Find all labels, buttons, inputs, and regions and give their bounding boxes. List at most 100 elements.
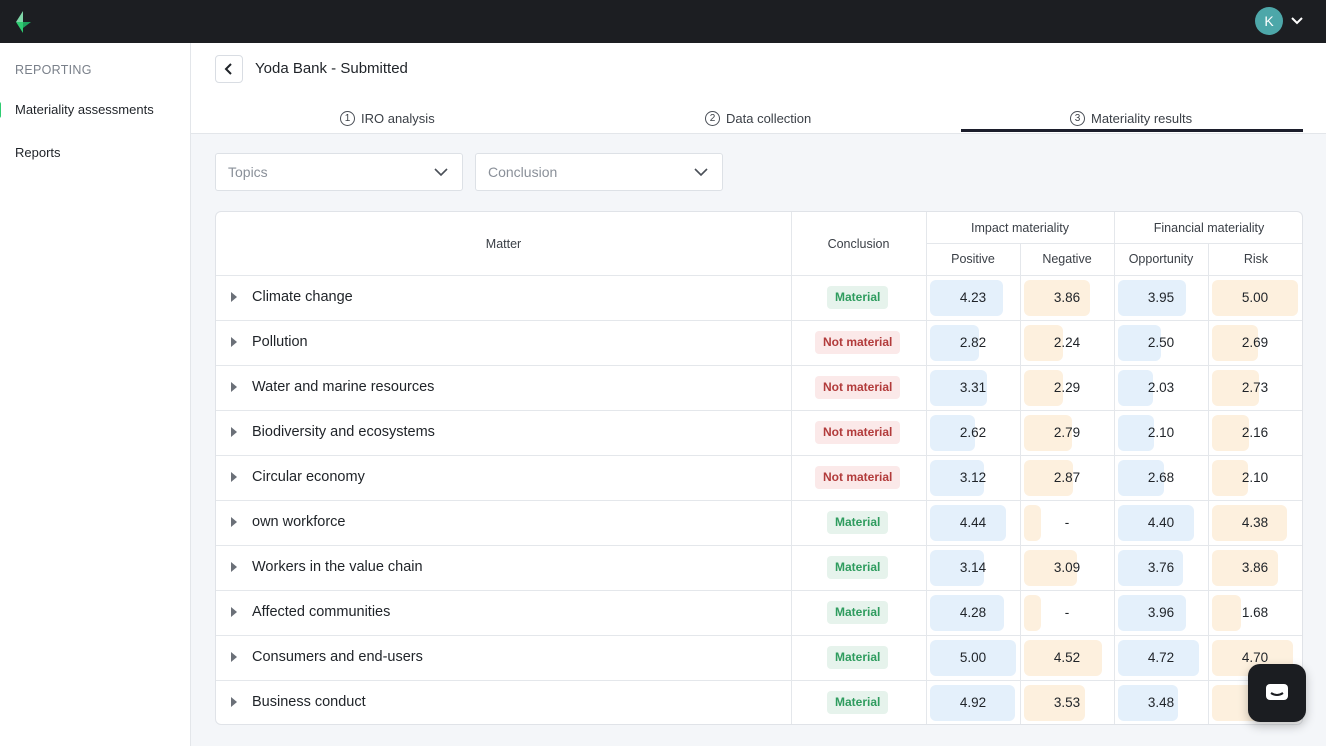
score-cell-negative: 3.09 (1024, 550, 1110, 586)
score-cell-negative: - (1024, 595, 1110, 631)
score-value: 4.72 (1147, 650, 1175, 665)
step-number: 1 (340, 110, 355, 126)
score-value: 2.87 (1053, 470, 1081, 485)
expand-caret-icon[interactable] (231, 427, 237, 437)
step-number: 2 (705, 110, 720, 126)
matter-name: Water and marine resources (252, 379, 435, 395)
score-cell-positive: 2.62 (930, 415, 1016, 451)
score-bar (930, 325, 979, 361)
score-cell-positive: 4.44 (930, 505, 1016, 541)
column-divider (1114, 212, 1115, 724)
matter-name: Climate change (252, 289, 353, 305)
column-group-impact: Impact materiality (971, 220, 1069, 235)
tab-label: Materiality results (1091, 110, 1193, 126)
expand-caret-icon[interactable] (231, 517, 237, 527)
table-row[interactable]: Consumers and end-users Material 5.00 4.52 4… (216, 635, 1302, 680)
matter-name: own workforce (252, 514, 346, 530)
topics-filter-select[interactable]: Topics (215, 153, 463, 191)
table-row[interactable]: Pollution Not material 2.82 2.24 2.50 2.69 (216, 320, 1302, 365)
tab-iro-analysis[interactable]: 1 IRO analysis (340, 103, 435, 133)
score-cell-risk: 5.00 (1212, 280, 1298, 316)
topics-filter-placeholder: Topics (228, 164, 268, 180)
score-value: 3.48 (1147, 695, 1175, 710)
score-cell-opportunity: 2.68 (1118, 460, 1204, 496)
score-value: 4.28 (959, 605, 987, 620)
score-value: 2.62 (959, 425, 987, 440)
score-value: 3.09 (1053, 560, 1081, 575)
score-value: 2.03 (1147, 380, 1175, 395)
score-bar (930, 280, 1003, 316)
score-value: 3.31 (959, 380, 987, 395)
conclusion-badge: Material (827, 646, 889, 669)
score-bar (1118, 595, 1186, 631)
score-cell-opportunity: 3.48 (1118, 685, 1204, 721)
conclusion-badge: Not material (815, 466, 901, 489)
score-bar (1118, 505, 1194, 541)
score-value: 3.86 (1241, 560, 1269, 575)
chevron-down-icon (434, 168, 448, 177)
table-row[interactable]: own workforce Material 4.44 - 4.40 4.38 (216, 500, 1302, 545)
expand-caret-icon[interactable] (231, 562, 237, 572)
score-cell-positive: 5.00 (930, 640, 1016, 676)
score-bar (1024, 595, 1041, 631)
top-bar: K (0, 0, 1326, 43)
table-row[interactable]: Biodiversity and ecosystems Not material 2… (216, 410, 1302, 455)
active-tab-indicator (961, 129, 1303, 132)
score-value: 3.95 (1147, 290, 1175, 305)
table-row[interactable]: Affected communities Material 4.28 - 3.96 1.6… (216, 590, 1302, 635)
score-value: 4.92 (959, 695, 987, 710)
page-title: Yoda Bank - Submitted (255, 60, 408, 77)
score-cell-positive: 3.31 (930, 370, 1016, 406)
chevron-down-icon[interactable] (1290, 14, 1304, 28)
score-value: 1.68 (1241, 605, 1269, 620)
score-value: 3.76 (1147, 560, 1175, 575)
expand-caret-icon[interactable] (231, 607, 237, 617)
expand-caret-icon[interactable] (231, 382, 237, 392)
score-cell-risk: 3.86 (1212, 550, 1298, 586)
conclusion-filter-select[interactable]: Conclusion (475, 153, 723, 191)
sidebar-item-reports[interactable]: Reports (15, 145, 61, 160)
score-value: 3.86 (1053, 290, 1081, 305)
expand-caret-icon[interactable] (231, 697, 237, 707)
score-value: 3.14 (959, 560, 987, 575)
score-cell-risk: 2.10 (1212, 460, 1298, 496)
tab-materiality-results[interactable]: 3 Materiality results (1070, 103, 1192, 133)
expand-caret-icon[interactable] (231, 652, 237, 662)
score-cell-negative: 2.79 (1024, 415, 1110, 451)
score-value: 2.69 (1241, 335, 1269, 350)
expand-caret-icon[interactable] (231, 292, 237, 302)
column-header-conclusion: Conclusion (827, 236, 890, 251)
user-avatar[interactable]: K (1255, 7, 1283, 35)
table-row[interactable]: Circular economy Not material 3.12 2.87 2.68… (216, 455, 1302, 500)
column-header-risk: Risk (1243, 252, 1269, 266)
score-bar (1212, 505, 1287, 541)
expand-caret-icon[interactable] (231, 337, 237, 347)
matter-name: Affected communities (252, 604, 391, 620)
column-group-financial: Financial materiality (1153, 220, 1265, 235)
sidebar-item-materiality-assessments[interactable]: Materiality assessments (0, 102, 154, 118)
score-value: 2.16 (1241, 425, 1269, 440)
main-content: Yoda Bank - Submitted 1 IRO analysis 2 D… (191, 43, 1326, 746)
score-cell-opportunity: 2.03 (1118, 370, 1204, 406)
score-cell-risk: 4.38 (1212, 505, 1298, 541)
back-button[interactable] (215, 55, 243, 83)
score-bar (1118, 415, 1154, 451)
score-bar (930, 550, 984, 586)
score-value: 4.40 (1147, 515, 1175, 530)
table-row[interactable]: Climate change Material 4.23 3.86 3.95 5.00 (216, 275, 1302, 320)
conclusion-badge: Material (827, 286, 889, 309)
matter-name: Biodiversity and ecosystems (252, 424, 435, 440)
score-value: - (1064, 515, 1070, 530)
conclusion-filter-placeholder: Conclusion (488, 164, 558, 180)
score-cell-positive: 2.82 (930, 325, 1016, 361)
app-logo-icon[interactable] (12, 9, 34, 35)
expand-caret-icon[interactable] (231, 472, 237, 482)
conclusion-badge: Material (827, 601, 889, 624)
tab-data-collection[interactable]: 2 Data collection (705, 103, 811, 133)
table-row[interactable]: Workers in the value chain Material 3.14 3.… (216, 545, 1302, 590)
chat-support-button[interactable] (1248, 664, 1306, 722)
score-value: 2.73 (1241, 380, 1269, 395)
score-bar (1212, 460, 1248, 496)
table-row[interactable]: Water and marine resources Not material 3.… (216, 365, 1302, 410)
